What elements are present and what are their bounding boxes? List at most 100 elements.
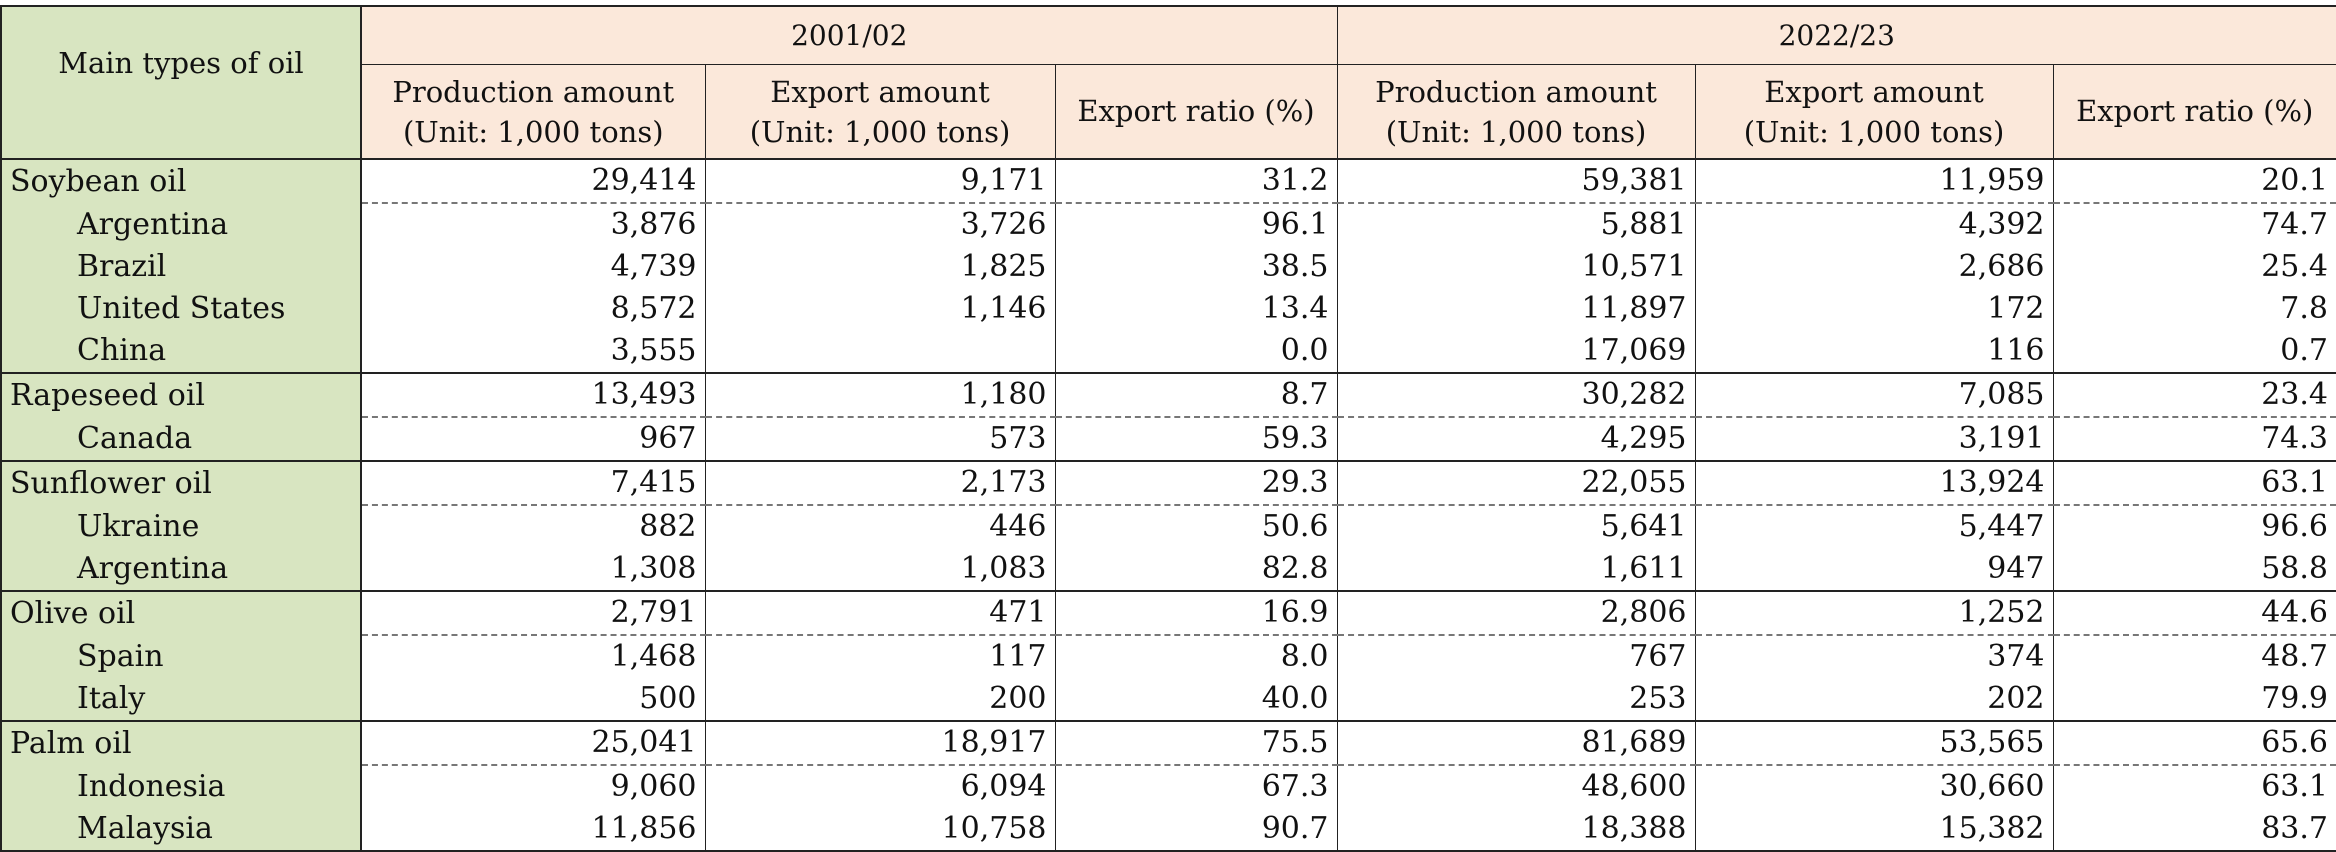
country-label: United States bbox=[0, 288, 362, 330]
data-cell: 30,282 bbox=[1336, 372, 1696, 418]
oil-type-label: Olive oil bbox=[0, 590, 362, 635]
data-cell: 117 bbox=[704, 635, 1056, 678]
data-cell: 40.0 bbox=[1054, 678, 1338, 721]
data-cell: 59.3 bbox=[1054, 417, 1338, 461]
data-cell: 22,055 bbox=[1336, 460, 1696, 506]
table-row: Rapeseed oil 13,493 1,180 8.7 30,282 7,085 23.… bbox=[0, 372, 2336, 418]
table-row: Palm oil 25,041 18,917 75.5 81,689 53,565 65.6 bbox=[0, 720, 2336, 766]
data-cell: 13,493 bbox=[360, 372, 706, 418]
data-cell: 83.7 bbox=[2052, 808, 2336, 852]
data-cell: 7.8 bbox=[2052, 288, 2336, 330]
data-cell: 8.0 bbox=[1054, 635, 1338, 678]
country-label: Ukraine bbox=[0, 505, 362, 548]
column-header: Export ratio (%) bbox=[2052, 64, 2336, 160]
data-cell: 96.1 bbox=[1054, 203, 1338, 246]
data-cell: 48.7 bbox=[2052, 635, 2336, 678]
table-row: Brazil 4,739 1,825 38.5 10,571 2,686 25.4 bbox=[0, 246, 2336, 288]
table-row: Ukraine 882 446 50.6 5,641 5,447 96.6 bbox=[0, 505, 2336, 548]
data-cell: 947 bbox=[1694, 548, 2054, 591]
country-label: Brazil bbox=[0, 246, 362, 288]
table-row: Sunflower oil 7,415 2,173 29.3 22,055 13,924 6… bbox=[0, 460, 2336, 506]
data-cell: 67.3 bbox=[1054, 765, 1338, 808]
table-row: Argentina 3,876 3,726 96.1 5,881 4,392 74.7 bbox=[0, 203, 2336, 246]
data-cell: 471 bbox=[704, 590, 1056, 636]
data-cell: 18,388 bbox=[1336, 808, 1696, 852]
data-cell: 172 bbox=[1694, 288, 2054, 330]
country-label: Indonesia bbox=[0, 765, 362, 808]
table-row: Canada 967 573 59.3 4,295 3,191 74.3 bbox=[0, 417, 2336, 461]
table-body: Soybean oil 29,414 9,171 31.2 59,381 11,959 20… bbox=[0, 159, 2336, 852]
oil-table: Main types of oil 2001/02 2022/23 Produc… bbox=[0, 5, 2336, 852]
data-cell: 63.1 bbox=[2052, 765, 2336, 808]
data-cell: 767 bbox=[1336, 635, 1696, 678]
data-cell: 1,611 bbox=[1336, 548, 1696, 591]
country-label: Argentina bbox=[0, 203, 362, 246]
data-cell: 10,758 bbox=[704, 808, 1056, 852]
data-cell bbox=[704, 330, 1056, 373]
row-header: Main types of oil bbox=[0, 5, 362, 160]
data-cell: 74.7 bbox=[2052, 203, 2336, 246]
data-cell: 967 bbox=[360, 417, 706, 461]
data-cell: 4,295 bbox=[1336, 417, 1696, 461]
data-cell: 31.2 bbox=[1054, 159, 1338, 204]
data-cell: 2,686 bbox=[1694, 246, 2054, 288]
data-cell: 13.4 bbox=[1054, 288, 1338, 330]
oil-type-label: Soybean oil bbox=[0, 159, 362, 203]
data-cell: 9,171 bbox=[704, 159, 1056, 204]
data-cell: 1,083 bbox=[704, 548, 1056, 591]
data-cell: 11,959 bbox=[1694, 159, 2054, 204]
year-header: 2022/23 bbox=[1336, 5, 2336, 65]
country-label: Italy bbox=[0, 678, 362, 721]
data-cell: 65.6 bbox=[2052, 720, 2336, 766]
column-header: Production amount (Unit: 1,000 tons) bbox=[1336, 64, 1696, 160]
country-label: Argentina bbox=[0, 548, 362, 591]
data-cell: 1,308 bbox=[360, 548, 706, 591]
data-cell: 90.7 bbox=[1054, 808, 1338, 852]
data-cell: 5,881 bbox=[1336, 203, 1696, 246]
data-cell: 1,468 bbox=[360, 635, 706, 678]
data-cell: 29,414 bbox=[360, 159, 706, 204]
data-cell: 200 bbox=[704, 678, 1056, 721]
data-cell: 58.8 bbox=[2052, 548, 2336, 591]
country-label: Malaysia bbox=[0, 808, 362, 852]
column-header: Production amount (Unit: 1,000 tons) bbox=[360, 64, 706, 160]
column-header: Export amount (Unit: 1,000 tons) bbox=[1694, 64, 2054, 160]
table-row: Malaysia 11,856 10,758 90.7 18,388 15,382 83.7 bbox=[0, 808, 2336, 852]
data-cell: 573 bbox=[704, 417, 1056, 461]
data-cell: 11,856 bbox=[360, 808, 706, 852]
data-cell: 53,565 bbox=[1694, 720, 2054, 766]
oil-type-label: Rapeseed oil bbox=[0, 372, 362, 417]
data-cell: 59,381 bbox=[1336, 159, 1696, 204]
data-cell: 38.5 bbox=[1054, 246, 1338, 288]
data-cell: 75.5 bbox=[1054, 720, 1338, 766]
data-cell: 5,447 bbox=[1694, 505, 2054, 548]
data-cell: 0.0 bbox=[1054, 330, 1338, 373]
table-row: United States 8,572 1,146 13.4 11,897 172 7.8 bbox=[0, 288, 2336, 330]
data-cell: 3,726 bbox=[704, 203, 1056, 246]
country-label: China bbox=[0, 330, 362, 373]
data-cell: 9,060 bbox=[360, 765, 706, 808]
data-cell: 2,791 bbox=[360, 590, 706, 636]
data-cell: 253 bbox=[1336, 678, 1696, 721]
table-row: Soybean oil 29,414 9,171 31.2 59,381 11,959 20… bbox=[0, 159, 2336, 204]
data-cell: 48,600 bbox=[1336, 765, 1696, 808]
data-cell: 63.1 bbox=[2052, 460, 2336, 506]
data-cell: 3,555 bbox=[360, 330, 706, 373]
table-row: Indonesia 9,060 6,094 67.3 48,600 30,660 63.1 bbox=[0, 765, 2336, 808]
data-cell: 79.9 bbox=[2052, 678, 2336, 721]
data-cell: 2,173 bbox=[704, 460, 1056, 506]
column-header: Export ratio (%) bbox=[1054, 64, 1338, 160]
data-cell: 25,041 bbox=[360, 720, 706, 766]
data-cell: 3,876 bbox=[360, 203, 706, 246]
data-cell: 29.3 bbox=[1054, 460, 1338, 506]
country-label: Canada bbox=[0, 417, 362, 461]
data-cell: 4,392 bbox=[1694, 203, 2054, 246]
data-cell: 446 bbox=[704, 505, 1056, 548]
data-cell: 96.6 bbox=[2052, 505, 2336, 548]
data-cell: 882 bbox=[360, 505, 706, 548]
data-cell: 10,571 bbox=[1336, 246, 1696, 288]
data-cell: 7,415 bbox=[360, 460, 706, 506]
table-row: Italy 500 200 40.0 253 202 79.9 bbox=[0, 678, 2336, 721]
data-cell: 202 bbox=[1694, 678, 2054, 721]
data-cell: 11,897 bbox=[1336, 288, 1696, 330]
